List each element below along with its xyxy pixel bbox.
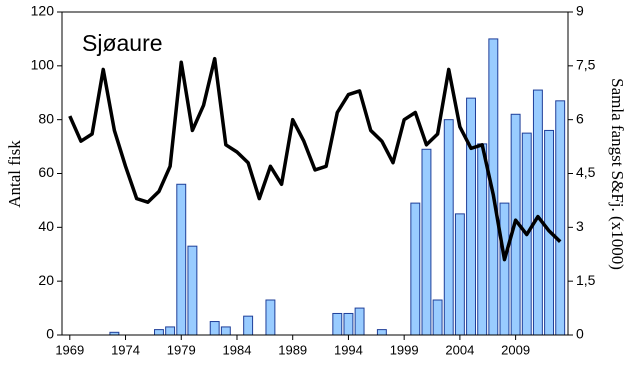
y-tick-label: 0 <box>46 326 54 342</box>
x-tick-label: 1984 <box>223 342 252 357</box>
bar <box>454 213 465 336</box>
bar <box>220 326 231 336</box>
y-axis-label: Antal fisk <box>5 140 24 208</box>
line <box>68 56 562 262</box>
x-tick-label: 2009 <box>501 342 530 357</box>
bar <box>376 329 387 336</box>
y-tick-label: 120 <box>31 3 55 19</box>
bar <box>532 89 543 336</box>
y2-tick-label: 1,5 <box>576 272 596 288</box>
bar <box>410 202 421 336</box>
y-tick-label: 40 <box>38 218 54 234</box>
bar <box>165 326 176 336</box>
y-tick-label: 20 <box>38 272 54 288</box>
y-tick-label: 80 <box>38 110 54 126</box>
bar <box>243 315 254 336</box>
y2-tick-label: 9 <box>576 3 584 19</box>
y-tick-label: 60 <box>38 164 54 180</box>
bar <box>332 312 343 336</box>
y-tick-label: 100 <box>31 57 55 73</box>
annotation: Sjøaure <box>82 30 163 56</box>
bar <box>265 299 276 336</box>
y2-tick-label: 4,5 <box>576 164 596 180</box>
x-tick-label: 1979 <box>167 342 196 357</box>
bar <box>154 329 164 336</box>
y2-tick-label: 0 <box>576 326 584 342</box>
bar <box>466 97 476 336</box>
bar <box>209 321 220 336</box>
bar <box>343 312 354 336</box>
bar <box>421 148 432 336</box>
bar <box>354 307 365 336</box>
bar <box>443 119 454 336</box>
bar <box>432 299 443 336</box>
x-tick-label: 1999 <box>390 342 419 357</box>
bar <box>176 183 187 336</box>
bar <box>555 100 566 336</box>
y2-tick-label: 7,5 <box>576 57 596 73</box>
y2-tick-label: 6 <box>576 110 584 126</box>
y2-axis-label: Samla fangst S&Fj. (x1000) <box>608 78 627 270</box>
x-tick-label: 1994 <box>334 342 363 357</box>
bar <box>499 202 510 336</box>
x-tick-label: 2004 <box>445 342 474 357</box>
x-tick-label: 1969 <box>55 342 84 357</box>
y2-tick-label: 3 <box>576 218 584 234</box>
bar <box>477 143 488 336</box>
x-tick-label: 1974 <box>111 342 140 357</box>
x-tick-label: 1989 <box>278 342 307 357</box>
bar <box>187 245 198 336</box>
